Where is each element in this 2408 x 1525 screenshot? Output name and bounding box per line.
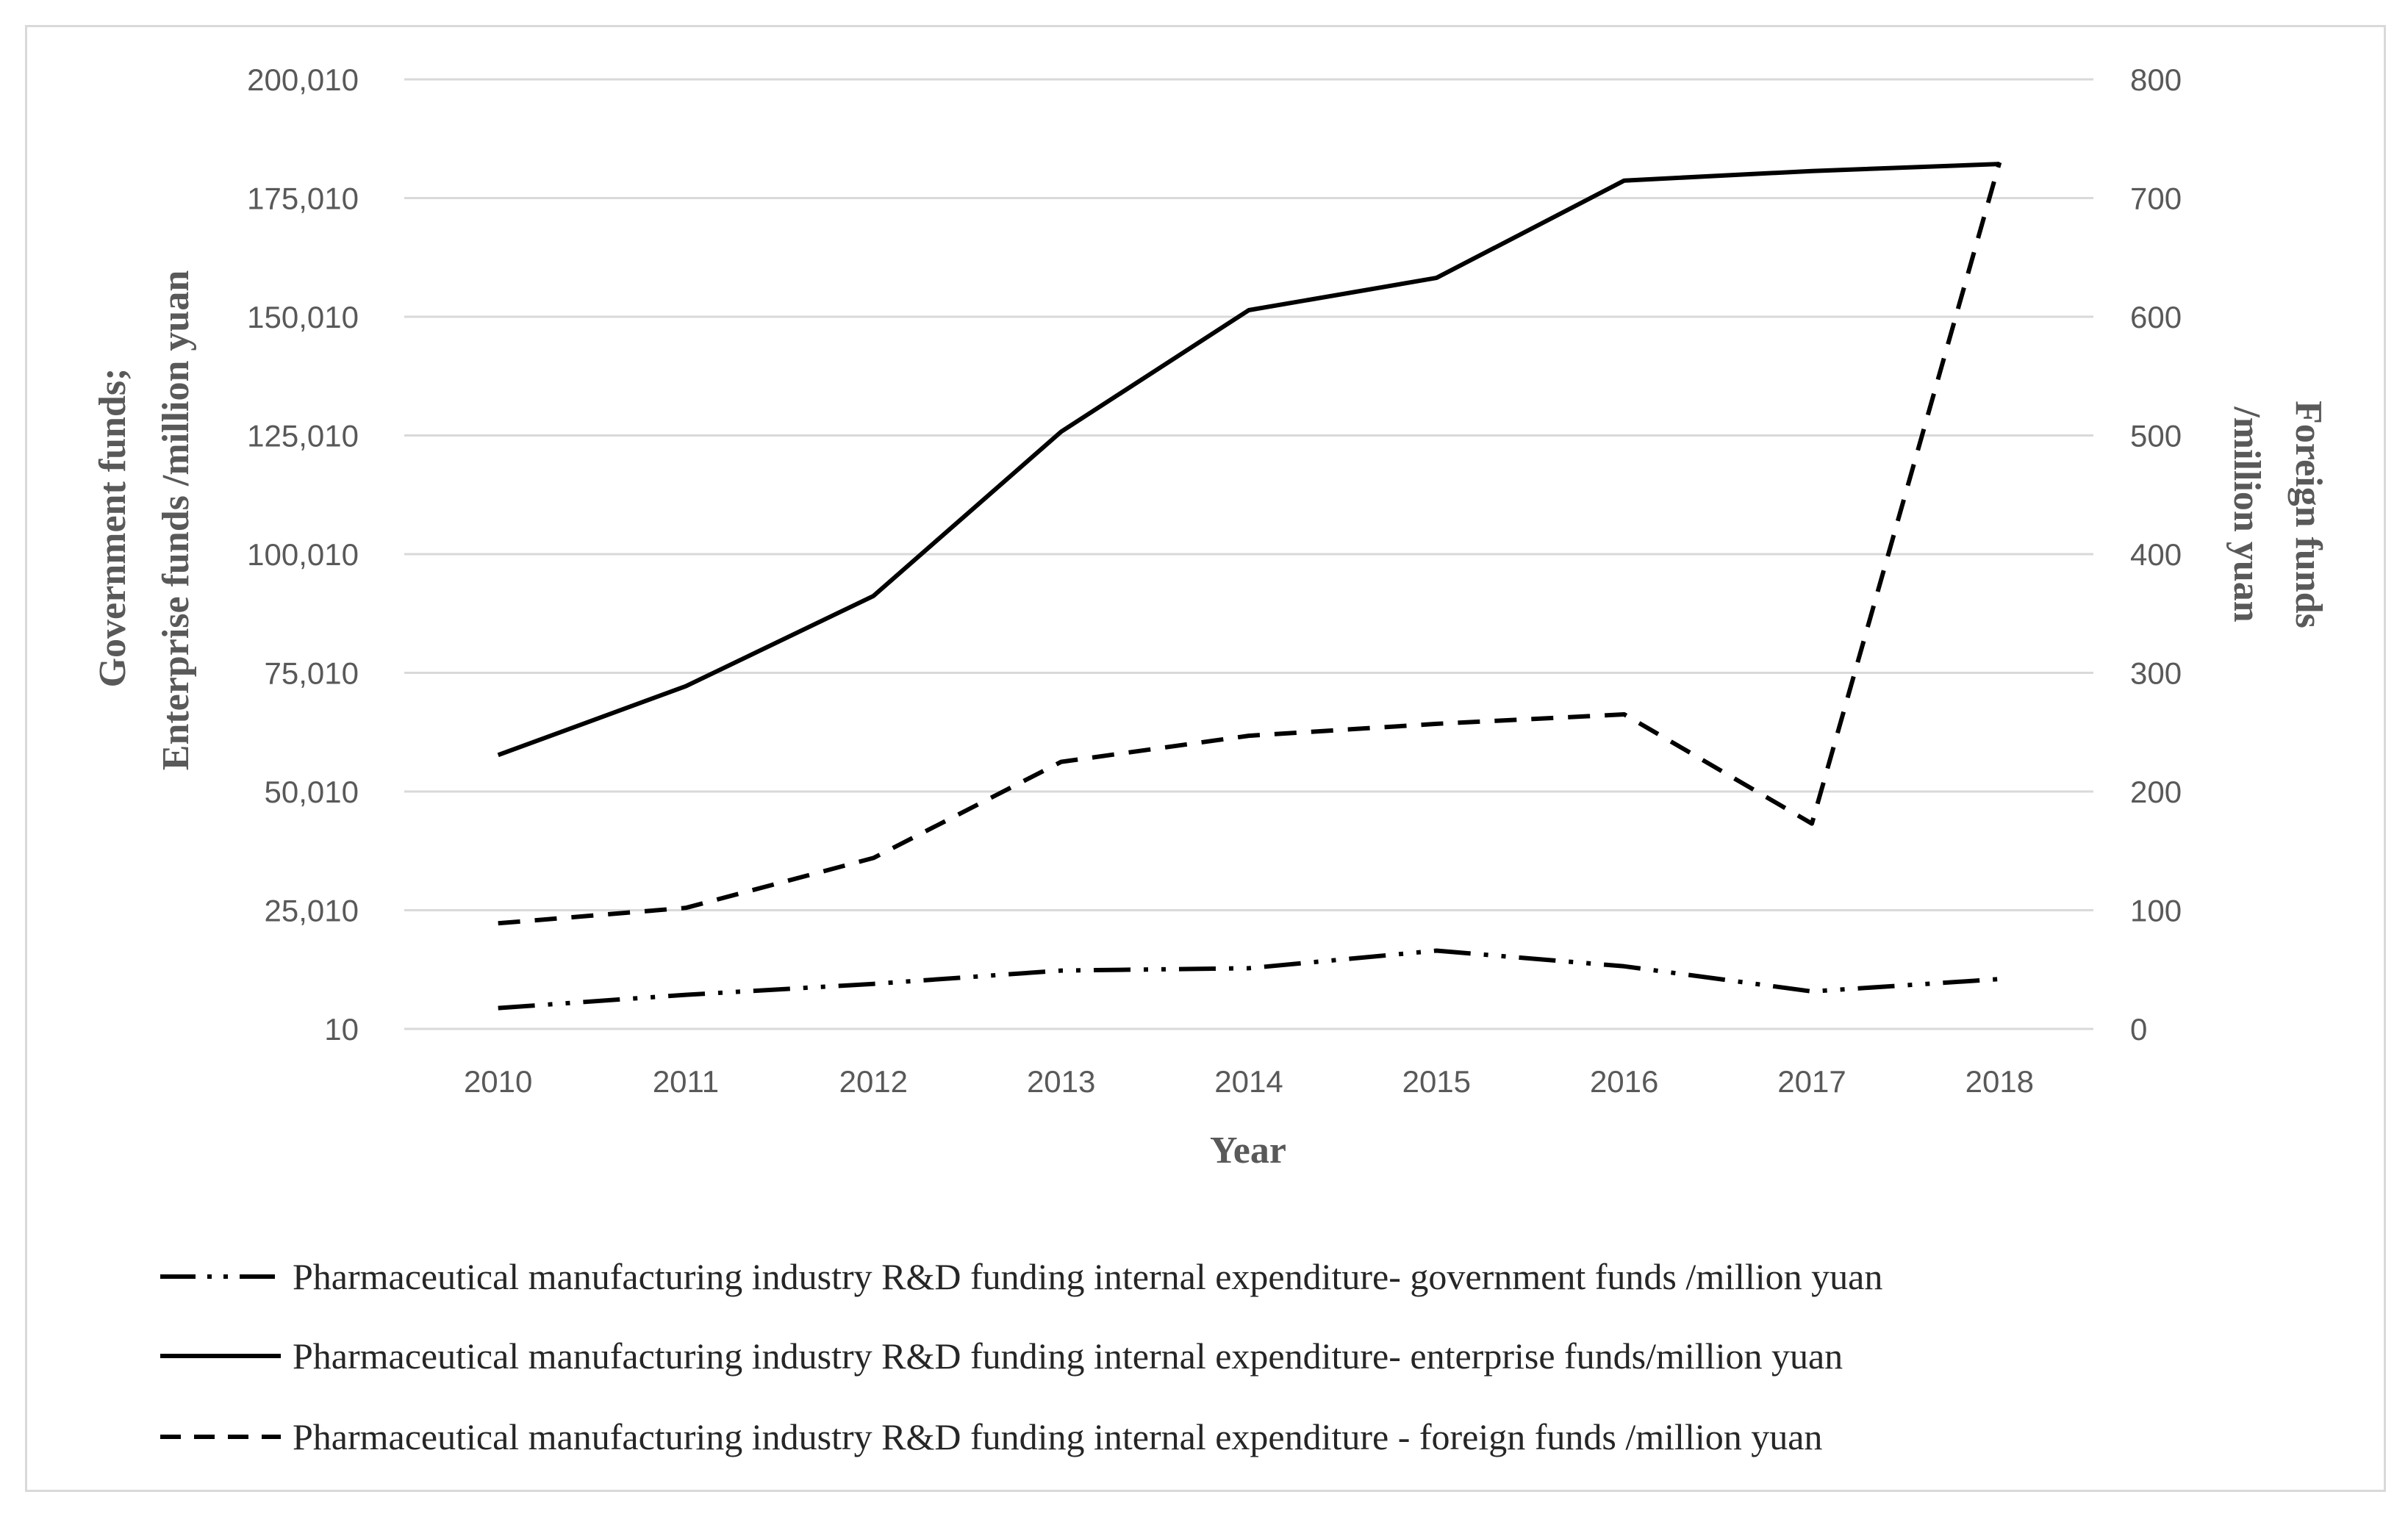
left-tick-label: 75,010	[265, 656, 359, 691]
left-tick-label: 125,010	[247, 419, 359, 453]
x-tick-label: 2017	[1777, 1064, 1846, 1099]
left-tick-label: 50,010	[265, 775, 359, 809]
series-line-foreign	[498, 162, 2002, 926]
right-tick-label: 700	[2130, 182, 2182, 216]
x-tick-label: 2018	[1966, 1064, 2034, 1099]
x-tick-label: 2013	[1027, 1064, 1095, 1099]
right-tick-label: 0	[2130, 1012, 2147, 1047]
right-axis-ticks: 0 100 200 300 400 500 600 700 800	[2130, 62, 2182, 1047]
x-tick-label: 2016	[1590, 1064, 1658, 1099]
left-tick-label: 10	[324, 1012, 359, 1047]
legend-label-government: Pharmaceutical manufacturing industry R&…	[293, 1256, 1882, 1297]
right-tick-label: 100	[2130, 894, 2182, 928]
left-tick-label: 200,010	[247, 62, 359, 97]
left-tick-label: 25,010	[265, 894, 359, 928]
left-axis-title-line1: Government funds;	[92, 368, 134, 688]
x-tick-label: 2014	[1214, 1064, 1283, 1099]
right-axis-title-line1: Foreign funds	[2287, 401, 2329, 628]
legend-label-foreign: Pharmaceutical manufacturing industry R&…	[293, 1416, 1822, 1457]
right-tick-label: 500	[2130, 419, 2182, 453]
x-axis-title: Year	[1210, 1130, 1286, 1171]
series-line-enterprise	[497, 162, 2000, 758]
x-tick-label: 2015	[1402, 1064, 1471, 1099]
right-tick-label: 300	[2130, 656, 2182, 691]
left-axis-title-line2: Enterprise funds /million yuan	[155, 270, 197, 771]
right-axis-title-line2: /million yuan	[2226, 406, 2268, 622]
right-tick-label: 200	[2130, 775, 2182, 809]
right-tick-label: 600	[2130, 300, 2182, 334]
right-tick-label: 400	[2130, 537, 2182, 572]
left-axis-ticks: 10 25,010 50,010 75,010 100,010 125,010 150,01…	[247, 62, 359, 1047]
series-lines	[497, 162, 2002, 1011]
chart-frame	[25, 25, 2386, 1492]
x-tick-label: 2012	[839, 1064, 908, 1099]
right-tick-label: 800	[2130, 62, 2182, 97]
left-tick-label: 175,010	[247, 182, 359, 216]
x-tick-label: 2011	[653, 1064, 719, 1099]
x-axis-ticks: 2010 2011 2012 2013 2014 2015 2016 2017 2018	[464, 1064, 2034, 1099]
gridlines	[404, 78, 2093, 1030]
left-tick-label: 100,010	[247, 537, 359, 572]
legend: Pharmaceutical manufacturing industry R&…	[160, 1256, 1882, 1457]
x-tick-label: 2010	[464, 1064, 532, 1099]
left-tick-label: 150,010	[247, 300, 359, 334]
legend-label-enterprise: Pharmaceutical manufacturing industry R&…	[293, 1335, 1843, 1377]
series-line-government	[498, 948, 2000, 1011]
